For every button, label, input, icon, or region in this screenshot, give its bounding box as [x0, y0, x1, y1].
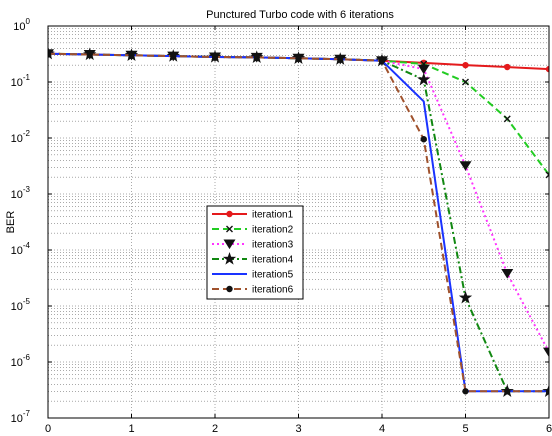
legend-entry-iteration2: iteration2	[212, 225, 294, 236]
y-tick-label: 10-3	[11, 185, 31, 201]
data-point	[378, 57, 386, 64]
y-tick-label: 10-1	[11, 73, 31, 89]
legend-label: iteration1	[252, 210, 294, 221]
x-tick-label: 5	[462, 423, 468, 435]
legend-label: iteration5	[252, 270, 294, 281]
y-tick-label: 10-4	[11, 241, 31, 257]
data-point	[545, 171, 549, 179]
data-point	[226, 225, 233, 233]
data-point	[226, 210, 233, 218]
y-tick-label: 10-2	[11, 129, 31, 145]
y-tick-label: 10-6	[11, 353, 31, 369]
x-tick-label: 6	[546, 423, 552, 435]
legend-label: iteration4	[252, 255, 294, 266]
y-axis-label: BER	[5, 211, 17, 234]
data-point	[417, 72, 431, 86]
legend-entry-iteration4: iteration4	[212, 252, 294, 266]
data-point	[295, 55, 302, 62]
data-point	[128, 52, 135, 59]
data-point	[222, 252, 237, 265]
data-point	[337, 56, 344, 63]
data-point	[253, 54, 260, 61]
legend-entry-iteration5: iteration5	[212, 270, 294, 281]
y-tick-label: 10-5	[11, 297, 31, 313]
legend-label: iteration6	[252, 285, 294, 296]
y-tick-label: 100	[13, 17, 30, 33]
data-point	[545, 388, 549, 395]
x-tick-label: 1	[128, 423, 134, 435]
y-tick-label: 10-7	[11, 409, 31, 425]
data-point	[462, 388, 469, 395]
data-point	[501, 269, 514, 279]
legend-entry-iteration6: iteration6	[212, 285, 294, 296]
series-iteration6	[48, 50, 549, 395]
data-point	[223, 239, 236, 250]
legend-entry-iteration1: iteration1	[212, 210, 294, 221]
data-point	[504, 63, 511, 71]
data-point	[459, 161, 472, 171]
data-point	[503, 115, 511, 123]
data-point	[462, 78, 469, 86]
chart-title: Punctured Turbo code with 6 iterations	[206, 9, 394, 21]
data-point	[211, 53, 219, 61]
data-point	[48, 50, 52, 57]
x-tick-label: 2	[212, 423, 218, 435]
data-point	[458, 290, 473, 304]
data-point	[86, 51, 93, 58]
legend-entry-iteration3: iteration3	[212, 239, 294, 251]
x-tick-label: 4	[379, 423, 385, 435]
data-point	[543, 347, 549, 358]
data-point	[226, 285, 233, 293]
x-tick-label: 0	[45, 423, 51, 435]
data-point	[417, 64, 430, 75]
data-point	[545, 65, 549, 73]
legend-label: iteration3	[252, 240, 294, 251]
data-point	[504, 388, 511, 395]
data-point	[420, 136, 427, 143]
data-point	[170, 52, 177, 60]
data-point	[462, 61, 469, 69]
legend-label: iteration2	[252, 225, 294, 236]
x-tick-label: 3	[295, 423, 301, 435]
legend-box	[206, 205, 304, 300]
